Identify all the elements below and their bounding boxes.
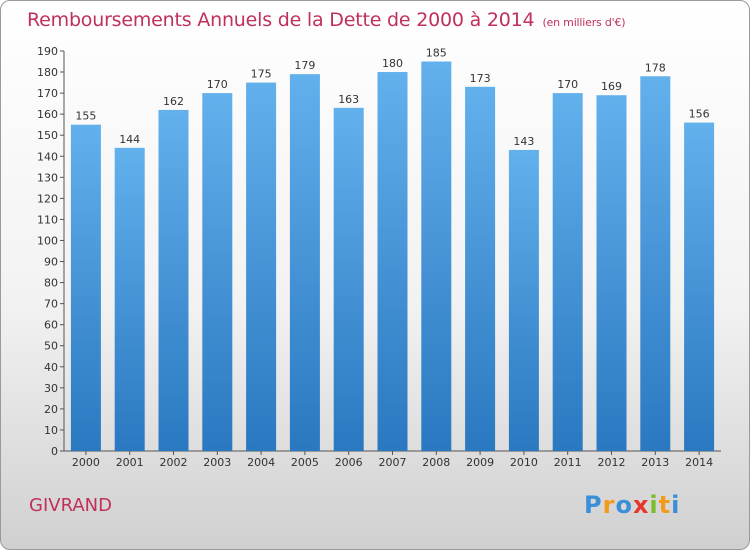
chart-unit: (en milliers d'€) [542, 16, 626, 29]
y-tick-label: 140 [37, 150, 58, 163]
y-tick-label: 150 [37, 129, 58, 142]
y-tick-label: 0 [51, 445, 58, 458]
x-tick-label: 2010 [510, 456, 538, 469]
bar-value-label: 144 [119, 133, 140, 146]
y-tick-label: 120 [37, 192, 58, 205]
bar-value-label: 180 [382, 57, 403, 70]
bar-value-label: 179 [294, 59, 315, 72]
y-tick-label: 20 [44, 403, 58, 416]
x-tick-label: 2013 [641, 456, 669, 469]
bar-value-label: 170 [207, 78, 228, 91]
y-tick-label: 90 [44, 256, 58, 269]
bar [552, 93, 583, 452]
y-tick-label: 180 [37, 66, 58, 79]
bar [114, 147, 145, 451]
x-tick-label: 2012 [598, 456, 626, 469]
bar-value-label: 170 [557, 78, 578, 91]
x-tick-label: 2008 [422, 456, 450, 469]
bar [289, 74, 320, 451]
y-tick-label: 40 [44, 361, 58, 374]
x-tick-label: 2004 [247, 456, 275, 469]
y-tick-label: 170 [37, 87, 58, 100]
y-tick-label: 130 [37, 171, 58, 184]
x-tick-label: 2005 [291, 456, 319, 469]
bar-value-label: 162 [163, 95, 184, 108]
bar [465, 86, 496, 451]
bar [246, 82, 277, 451]
bar-value-label: 169 [601, 80, 622, 93]
bar [508, 149, 539, 451]
bar-value-label: 163 [338, 93, 359, 106]
y-tick-label: 100 [37, 234, 58, 247]
bar [202, 93, 233, 452]
x-tick-label: 2007 [379, 456, 407, 469]
y-tick-label: 50 [44, 340, 58, 353]
bar-value-label: 178 [645, 61, 666, 74]
bar [377, 72, 408, 451]
bar-value-label: 175 [251, 68, 272, 81]
bar-value-label: 173 [470, 72, 491, 85]
bar [333, 107, 364, 451]
x-tick-label: 2003 [203, 456, 231, 469]
bar-value-label: 156 [689, 108, 710, 121]
x-tick-label: 2011 [554, 456, 582, 469]
x-tick-label: 2006 [335, 456, 363, 469]
y-tick-label: 60 [44, 319, 58, 332]
bar [640, 76, 671, 452]
y-tick-label: 10 [44, 424, 58, 437]
chart-labels: 155 2000 144 2001 162 2002 170 2003 175 2004 179 20… [72, 47, 713, 469]
chart-title: Remboursements Annuels de la Dette de 20… [27, 9, 626, 31]
chart-bars [70, 61, 715, 452]
town-name: GIVRAND [29, 495, 112, 516]
bar [684, 122, 715, 451]
bar-value-label: 185 [426, 47, 447, 60]
x-tick-label: 2009 [466, 456, 494, 469]
bar [596, 95, 627, 452]
chart-title-text: Remboursements Annuels de la Dette de 20… [27, 9, 535, 31]
y-tick-label: 110 [37, 213, 58, 226]
bar [158, 109, 189, 452]
y-tick-label: 160 [37, 108, 58, 121]
bar [421, 61, 452, 452]
x-tick-label: 2000 [72, 456, 100, 469]
bar-value-label: 143 [513, 135, 534, 148]
bar [70, 124, 101, 452]
y-tick-label: 80 [44, 277, 58, 290]
bar-value-label: 155 [75, 110, 96, 123]
y-tick-label: 70 [44, 298, 58, 311]
x-tick-label: 2001 [116, 456, 144, 469]
proxiti-logo: Proxiti [584, 491, 681, 519]
x-tick-label: 2002 [160, 456, 188, 469]
y-tick-label: 30 [44, 382, 58, 395]
x-tick-label: 2014 [685, 456, 713, 469]
y-tick-label: 190 [37, 45, 58, 58]
